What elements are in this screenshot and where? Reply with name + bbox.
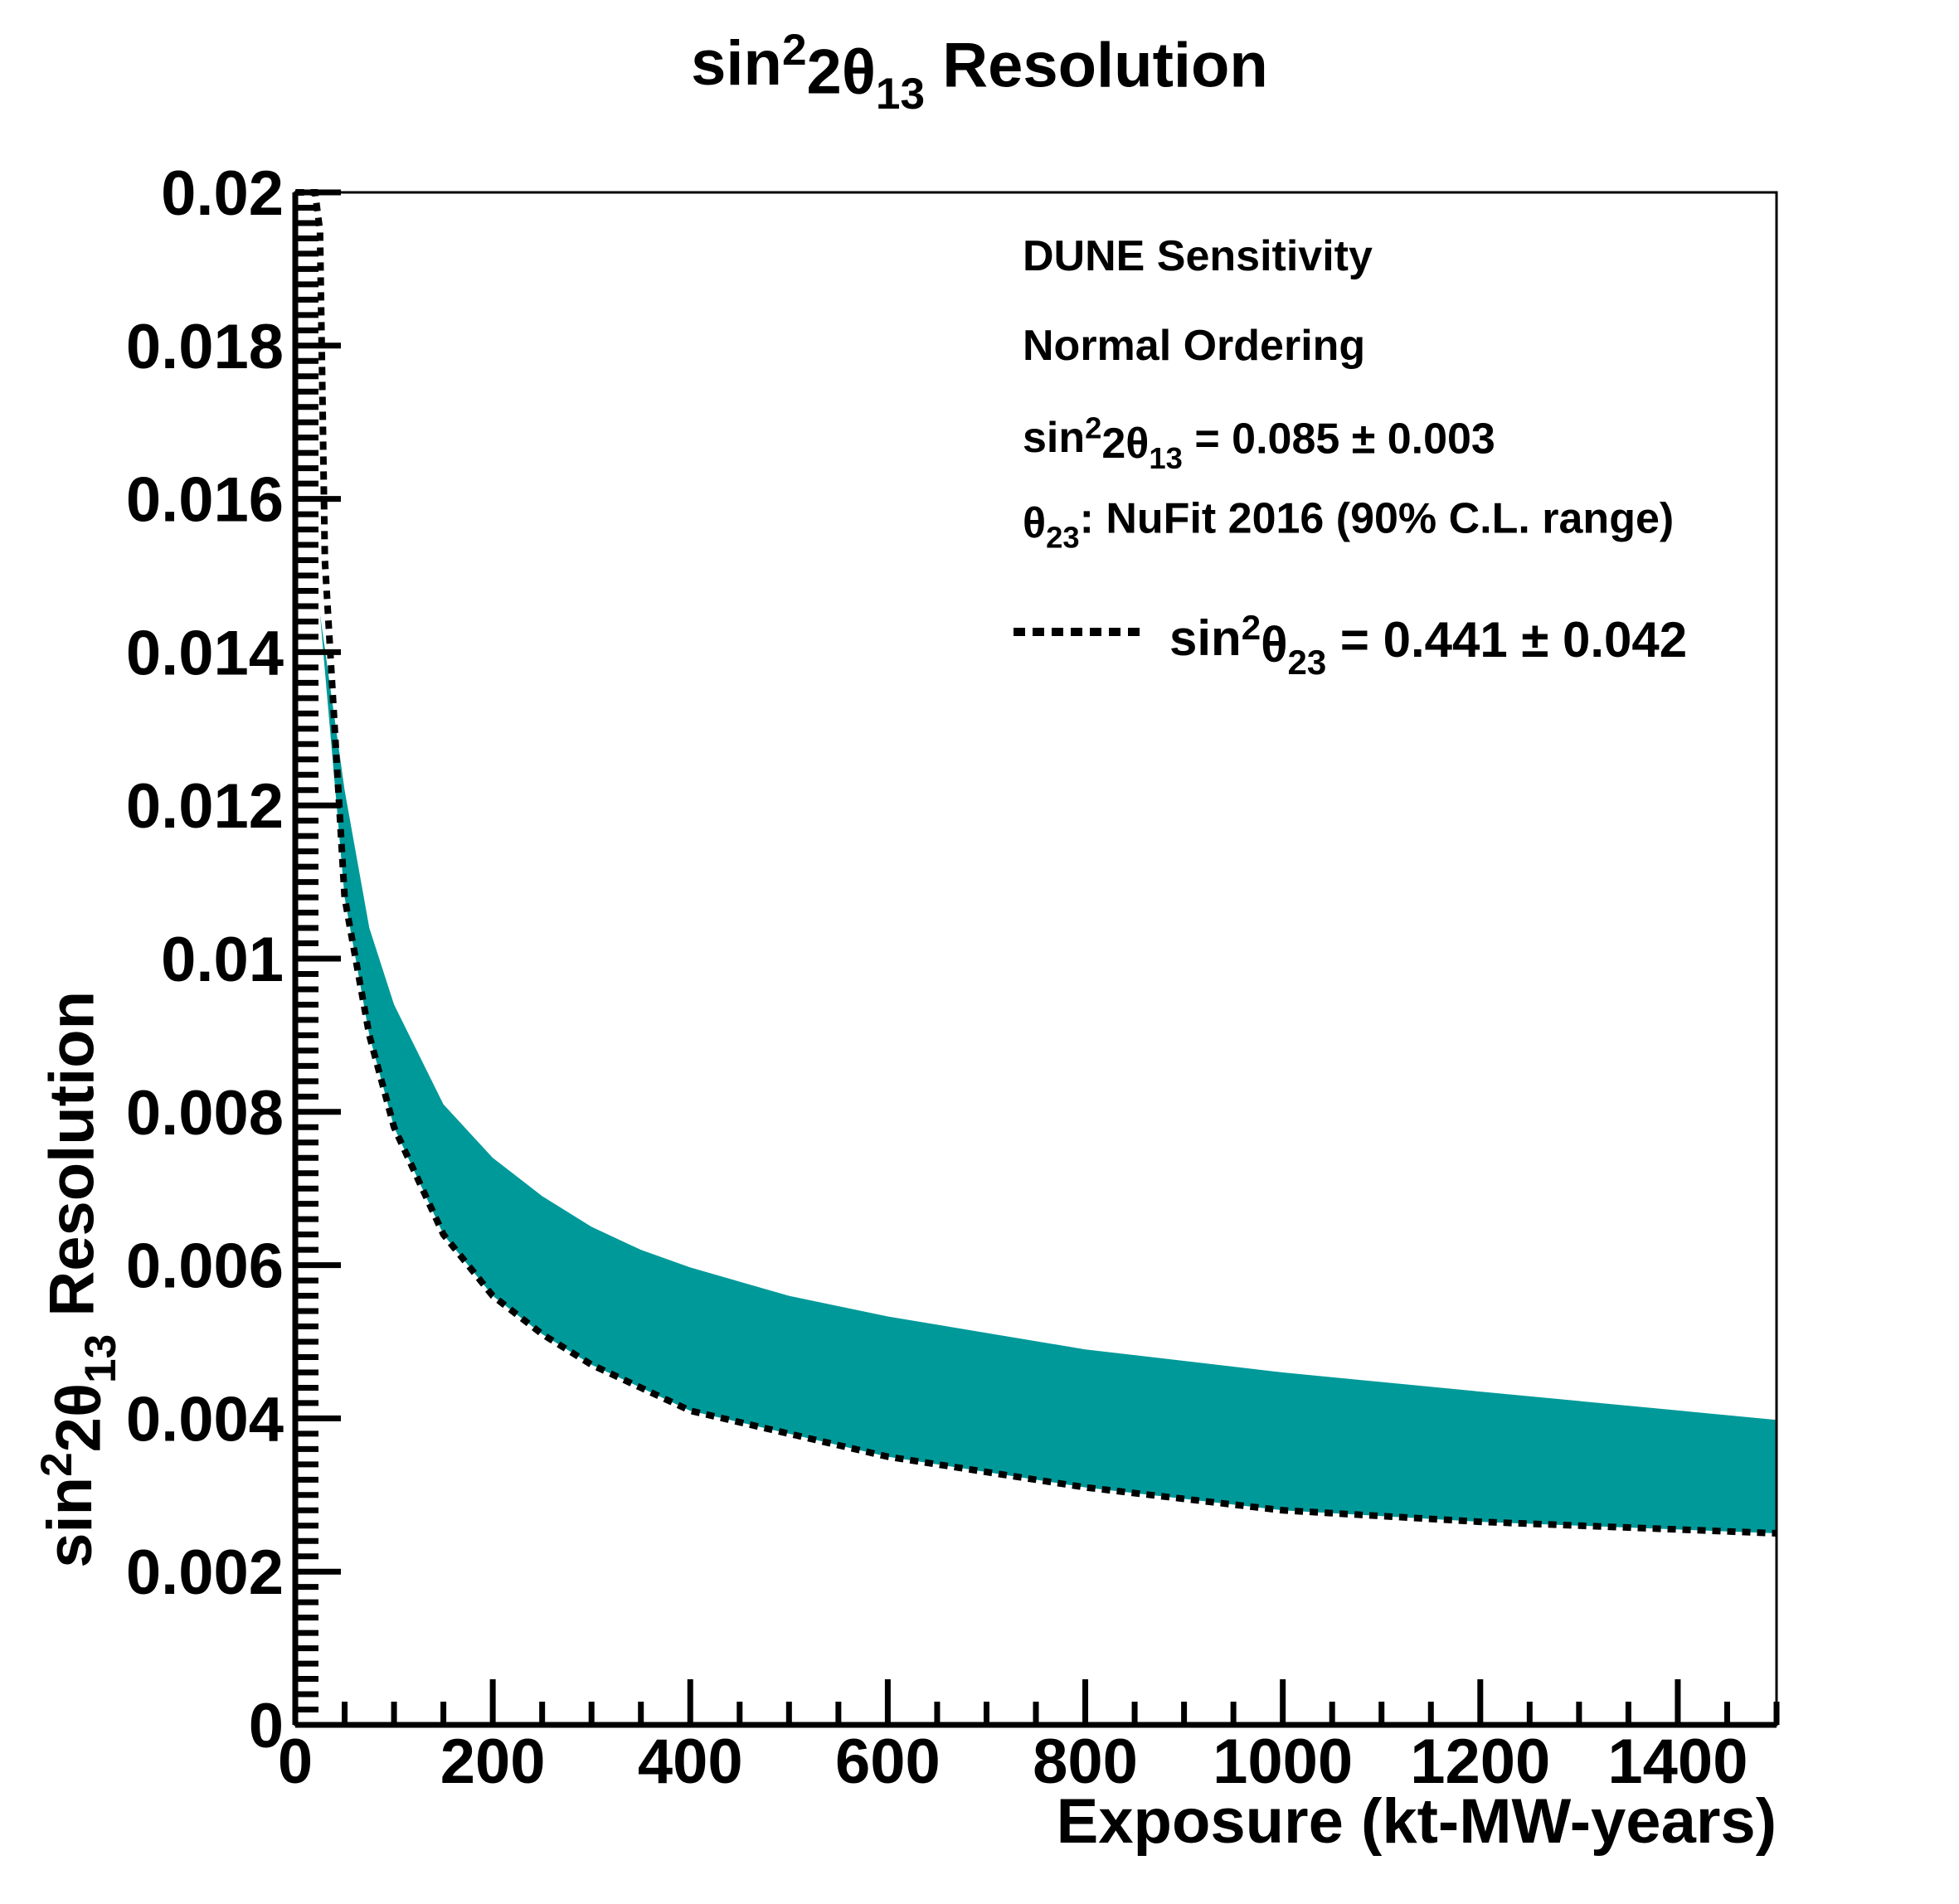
annotation-theta23-nufit: θ23: NuFit 2016 (90% C.L. range) <box>1023 495 1674 555</box>
x-tick-label: 600 <box>835 1727 941 1797</box>
x-tick-label: 200 <box>440 1727 546 1797</box>
y-tick-label: 0.002 <box>126 1537 284 1608</box>
legend: sin2θ23 = 0.441 ± 0.042 <box>1014 608 1687 682</box>
y-axis-title: sin22θ13 Resolution <box>32 991 125 1568</box>
x-tick-label: 400 <box>638 1727 743 1797</box>
y-axis: 0 0.002 0.004 0.006 0.008 0.01 0.012 0.014 0.016… <box>126 158 341 1761</box>
y-tick-label: 0.006 <box>126 1231 284 1302</box>
y-tick-label: 0.018 <box>126 312 284 382</box>
band-theta23-range <box>319 614 1777 1534</box>
x-axis: 0 200 400 600 800 1000 1200 1400 <box>278 1679 1780 1797</box>
x-tick-label: 1000 <box>1213 1727 1353 1797</box>
x-axis-title: Exposure (kt-MW-years) <box>1057 1786 1777 1857</box>
y-tick-label: 0.012 <box>126 771 284 842</box>
x-tick-label: 0 <box>278 1727 313 1797</box>
x-tick-label: 1200 <box>1410 1727 1550 1797</box>
y-tick-label: 0.004 <box>126 1384 284 1455</box>
chart-title: sin22θ13 Resolution <box>691 26 1268 119</box>
y-tick-label: 0.016 <box>126 465 284 536</box>
y-tick-label: 0 <box>249 1691 284 1761</box>
y-tick-label: 0.014 <box>126 618 284 688</box>
legend-label: sin2θ23 = 0.441 ± 0.042 <box>1169 608 1687 682</box>
annotation-normal-ordering: Normal Ordering <box>1023 322 1365 370</box>
annotation-dune-sensitivity: DUNE Sensitivity <box>1023 232 1373 280</box>
x-tick-label: 1400 <box>1607 1727 1748 1797</box>
y-tick-label: 0.008 <box>126 1078 284 1149</box>
y-tick-label: 0.01 <box>161 925 284 995</box>
annotation-theta13-value: sin22θ13 = 0.085 ± 0.003 <box>1023 411 1495 475</box>
y-tick-label: 0.02 <box>161 158 284 229</box>
x-tick-label: 800 <box>1033 1727 1138 1797</box>
annotations: DUNE Sensitivity Normal Ordering sin22θ1… <box>1023 232 1674 555</box>
